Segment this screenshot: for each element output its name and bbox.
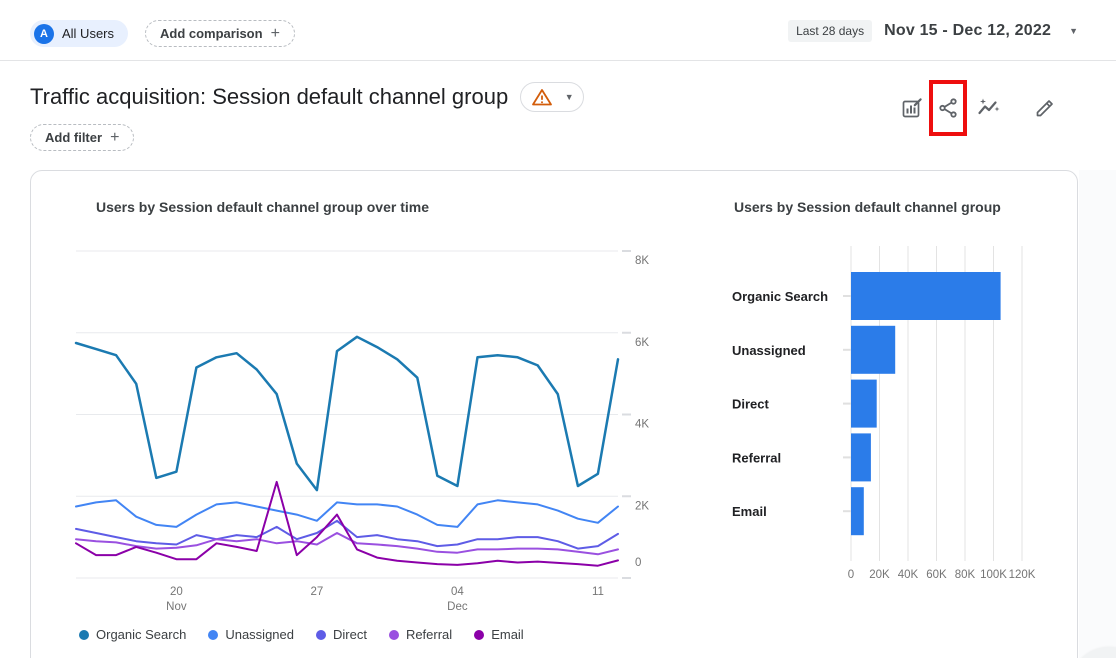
bar-category-label: Email [732,504,767,519]
line-series-organic-search [74,335,620,492]
legend-dot-icon [315,629,326,640]
x-tick-label: 20K [869,569,890,581]
x-tick-label: 0 [848,569,854,581]
add-filter-label: Add filter [45,130,103,145]
floating-button-peek [1071,647,1116,658]
line-series-unassigned [75,499,619,528]
share-button[interactable] [936,96,960,120]
bar-direct [851,379,877,428]
line-series-direct [75,519,619,550]
chevron-down-icon: ▼ [564,92,574,102]
bar-unassigned [851,325,896,374]
legend-item-organic-search: Organic Search [79,627,186,642]
y-tick-label: 0 [635,557,641,569]
legend-dot-icon [474,629,485,640]
x-tick-label: 60K [926,569,947,581]
y-tick-label: 8K [635,255,649,267]
legend-item-unassigned: Unassigned [208,627,294,642]
plus-icon: + [270,24,280,42]
x-tick-label: 11 [592,586,604,598]
title-row: Traffic acquisition: Session default cha… [30,82,585,112]
customize-report-button[interactable] [900,96,924,120]
data-quality-pill[interactable]: ▼ [520,82,585,112]
legend-label: Email [491,627,524,642]
legend-item-direct: Direct [315,627,367,642]
add-comparison-button[interactable]: Add comparison + [145,20,295,47]
all-users-label: All Users [62,26,115,41]
page-gutter [1079,170,1116,658]
bar-referral [851,433,871,482]
segment-avatar: A [34,23,54,44]
date-range-picker[interactable]: Last 28 days Nov 15 - Dec 12, 2022 ▼ [788,20,1078,42]
page-title: Traffic acquisition: Session default cha… [30,84,509,109]
plus-icon: + [110,128,120,146]
x-tick-label: 100K [980,569,1007,581]
x-tick-label: 20 [170,586,183,598]
line-chart-title: Users by Session default channel group o… [96,199,429,215]
bar-category-label: Direct [732,397,770,412]
legend-dot-icon [79,629,89,640]
chevron-down-icon: ▼ [1069,26,1078,36]
x-tick-sublabel: Nov [166,601,187,613]
date-range-value: Nov 15 - Dec 12, 2022 [884,22,1052,39]
line-chart-legend: Organic Search Unassigned Direct Referral Em… [79,627,524,642]
bar-chart: 0 20K 40K 60K 80K 100K 120K Organic Search Unass… [732,246,1036,581]
y-tick-label: 4K [635,419,649,431]
x-tick-label: 80K [955,569,976,581]
legend-label: Organic Search [96,627,187,642]
y-tick-label: 2K [635,500,649,512]
legend-item-email: Email [474,627,524,642]
x-tick-label: 27 [310,586,323,598]
x-tick-label: 40K [898,569,919,581]
header-divider [0,60,1116,61]
bar-category-label: Unassigned [732,343,806,358]
x-tick-label: 120K [1009,569,1036,581]
edit-button[interactable] [1033,96,1057,120]
bar-organic-search [851,272,1001,320]
line-series-referral [75,532,619,556]
legend-label: Unassigned [225,627,294,642]
insights-button[interactable] [977,96,1001,120]
bar-category-label: Referral [732,450,781,465]
x-tick-sublabel: Dec [447,601,468,613]
charts-card: Users by Session default channel group o… [30,170,1078,658]
add-comparison-label: Add comparison [160,26,263,41]
bar-email [851,487,864,536]
x-tick-label: 04 [451,586,464,598]
line-chart: 0 2K 4K 6K 8K 20 Nov 27 04 Dec 11 [74,250,649,613]
warning-icon [531,89,552,106]
legend-label: Referral [405,627,453,642]
bar-category-label: Organic Search [732,289,828,304]
legend-item-referral: Referral [388,627,453,642]
bar-chart-title: Users by Session default channel group [734,199,1001,215]
date-range-type-badge: Last 28 days [788,20,873,42]
add-filter-button[interactable]: Add filter + [30,124,135,151]
legend-dot-icon [208,629,219,640]
report-toolbar [900,80,1057,136]
all-users-segment-chip[interactable]: A All Users [30,20,129,47]
share-highlight-box [929,80,967,136]
legend-dot-icon [388,629,399,640]
y-tick-label: 6K [635,337,649,349]
line-series-email [75,480,619,567]
legend-label: Direct [332,627,367,642]
